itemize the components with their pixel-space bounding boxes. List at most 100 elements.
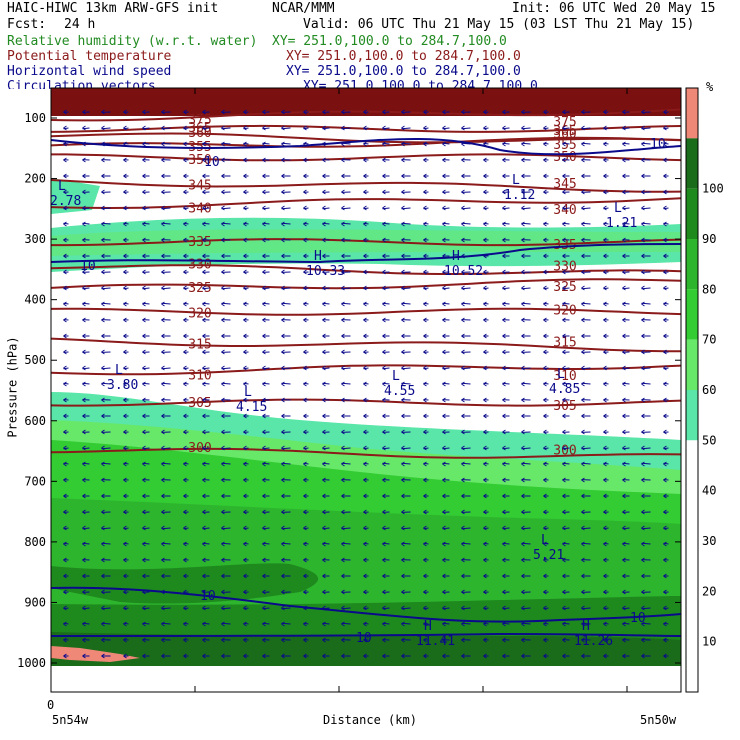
circulation-vector bbox=[521, 173, 531, 179]
circulation-vector bbox=[303, 381, 309, 387]
circulation-vector bbox=[581, 493, 591, 499]
circulation-vector bbox=[603, 413, 609, 419]
circulation-vector bbox=[101, 189, 111, 195]
circulation-vector bbox=[363, 173, 369, 179]
circulation-vector bbox=[423, 189, 429, 195]
circulation-vector bbox=[322, 493, 330, 499]
circulation-vector bbox=[442, 509, 450, 515]
circulation-vector bbox=[303, 317, 309, 323]
circulation-vector bbox=[483, 381, 489, 387]
circulation-vector bbox=[123, 541, 129, 547]
colorbar-tick-label: 90 bbox=[702, 232, 716, 246]
circulation-vector bbox=[161, 509, 171, 515]
circulation-vector bbox=[123, 253, 129, 259]
colorbar-swatch bbox=[686, 239, 698, 290]
circulation-vector bbox=[123, 173, 129, 179]
circulation-vector bbox=[221, 109, 231, 115]
circulation-vector bbox=[641, 621, 651, 627]
circulation-vector bbox=[641, 349, 651, 355]
circulation-vector bbox=[202, 349, 210, 355]
circulation-vector bbox=[461, 301, 471, 307]
circulation-vector bbox=[603, 125, 609, 131]
circulation-vector bbox=[82, 237, 90, 243]
circulation-vector bbox=[123, 589, 129, 595]
valid-label: Valid: 06 UTC Thu 21 May 15 (03 LST Thu … bbox=[303, 17, 695, 32]
circulation-vector bbox=[562, 397, 570, 403]
circulation-vector bbox=[603, 205, 609, 211]
circulation-vector bbox=[142, 461, 150, 467]
circulation-vector bbox=[243, 541, 249, 547]
circulation-vector bbox=[101, 653, 111, 659]
circulation-vector bbox=[581, 221, 591, 227]
circulation-vector bbox=[243, 365, 249, 371]
circulation-vector bbox=[442, 637, 450, 643]
circulation-vector bbox=[123, 221, 129, 227]
circulation-vector bbox=[442, 189, 450, 195]
circulation-vector bbox=[483, 397, 489, 403]
circulation-vector bbox=[142, 301, 150, 307]
circulation-vector bbox=[221, 285, 231, 291]
circulation-vector bbox=[382, 445, 390, 451]
circulation-vector bbox=[581, 205, 591, 211]
circulation-vector bbox=[341, 285, 351, 291]
circulation-vector bbox=[461, 333, 471, 339]
circulation-vector bbox=[101, 125, 111, 131]
circulation-vector bbox=[663, 509, 669, 515]
circulation-vector bbox=[622, 349, 630, 355]
circulation-vector bbox=[622, 221, 630, 227]
circulation-vector bbox=[663, 429, 669, 435]
circulation-vector bbox=[543, 461, 549, 467]
circulation-vector bbox=[281, 637, 291, 643]
circulation-vector bbox=[183, 637, 189, 643]
circulation-vector bbox=[243, 621, 249, 627]
circulation-vector bbox=[663, 445, 669, 451]
colorbar-swatch bbox=[686, 591, 698, 642]
circulation-vector bbox=[82, 621, 90, 627]
circulation-vector bbox=[303, 589, 309, 595]
circulation-vector bbox=[641, 109, 651, 115]
y-tick-label: 500 bbox=[24, 353, 46, 367]
circulation-vector bbox=[483, 589, 489, 595]
circulation-vector bbox=[341, 621, 351, 627]
circulation-vector bbox=[663, 189, 669, 195]
circulation-vector bbox=[202, 653, 210, 659]
circulation-vector bbox=[161, 285, 171, 291]
circulation-vector bbox=[562, 557, 570, 563]
circulation-vector bbox=[303, 237, 309, 243]
circulation-vector bbox=[521, 429, 531, 435]
circulation-vector bbox=[161, 429, 171, 435]
wind-contour-label: 10 bbox=[80, 259, 96, 274]
circulation-vector bbox=[303, 461, 309, 467]
circulation-vector bbox=[262, 445, 270, 451]
circulation-vector bbox=[262, 301, 270, 307]
circulation-vector bbox=[183, 269, 189, 275]
circulation-vector bbox=[101, 157, 111, 163]
circulation-vector bbox=[123, 381, 129, 387]
circulation-vector bbox=[641, 541, 651, 547]
circulation-vector bbox=[221, 509, 231, 515]
rh-supersat-patch bbox=[51, 646, 140, 662]
circulation-vector bbox=[622, 509, 630, 515]
circulation-vector bbox=[101, 285, 111, 291]
circulation-vector bbox=[603, 477, 609, 483]
circulation-vector bbox=[281, 573, 291, 579]
circulation-vector bbox=[423, 141, 429, 147]
theta-contour-label: 310 bbox=[188, 369, 211, 384]
circulation-vector bbox=[663, 205, 669, 211]
circulation-vector bbox=[101, 381, 111, 387]
circulation-vector bbox=[161, 525, 171, 531]
circulation-vector bbox=[483, 205, 489, 211]
circulation-vector bbox=[502, 557, 510, 563]
circulation-vector bbox=[423, 237, 429, 243]
circulation-vector bbox=[281, 621, 291, 627]
wind-extremum-letter: L bbox=[541, 533, 549, 548]
circulation-vector bbox=[521, 317, 531, 323]
circulation-vector bbox=[483, 493, 489, 499]
circulation-vector bbox=[423, 413, 429, 419]
circulation-vector bbox=[521, 221, 531, 227]
circulation-vector bbox=[423, 509, 429, 515]
circulation-vector bbox=[663, 109, 669, 115]
circulation-vector bbox=[142, 573, 150, 579]
circulation-vector bbox=[82, 525, 90, 531]
theta-contour-label: 335 bbox=[188, 235, 211, 250]
